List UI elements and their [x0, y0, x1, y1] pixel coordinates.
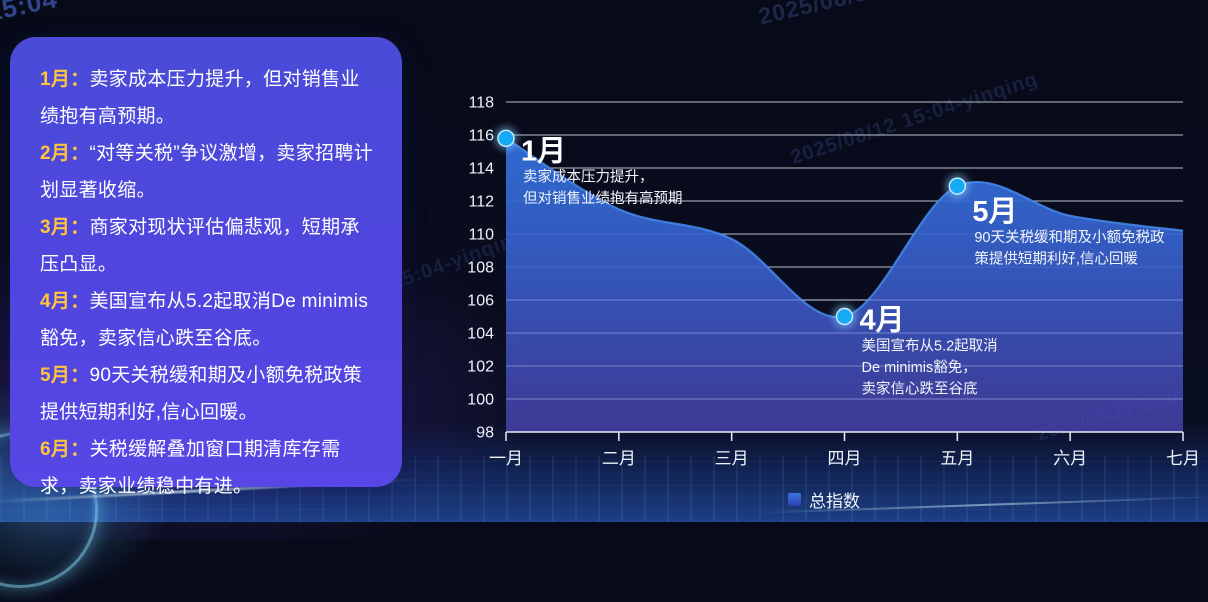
month-summary-text: “对等关税”争议激增，卖家招聘计划显著收缩。	[40, 143, 373, 201]
panel-item-month-2: 2月：“对等关税”争议激增，卖家招聘计划显著收缩。	[40, 135, 374, 209]
panel-item-month-1: 1月：卖家成本压力提升，但对销售业绩抱有高预期。	[40, 61, 374, 135]
index-area-chart: 118 116 114 112 110 108 106 104 102 100 98 一月 二月 三月 四月…	[440, 80, 1208, 520]
month-summary-text: 关税缓解叠加窗口期清库存需求，卖家业绩稳中有进。	[40, 439, 341, 497]
annotation-line: De minimis豁免，	[862, 359, 977, 376]
y-axis-label: 108	[467, 260, 494, 277]
watermark-text: 2025/08/12 15:04 y	[756, 0, 974, 30]
legend-item-total-index[interactable]: 总指数	[788, 487, 860, 512]
annotation-title: 1月	[521, 135, 566, 167]
y-axis-label: 98	[476, 425, 494, 442]
annotation-line: 美国宣布从5.2起取消	[862, 338, 998, 355]
annotation-title: 4月	[860, 305, 905, 337]
monthly-summary-panel: 1月：卖家成本压力提升，但对销售业绩抱有高预期。 2月：“对等关税”争议激增，卖家…	[10, 37, 402, 497]
x-axis-label: 六月	[1053, 449, 1087, 468]
annotation-line: 卖家信心跌至谷底	[862, 381, 978, 398]
panel-item-month-3: 3月：商家对现状评估偏悲观，短期承压凸显。	[40, 209, 374, 283]
month-label: 2月：	[40, 143, 90, 164]
panel-item-month-4: 4月：美国宣布从5.2起取消De minimis豁免，卖家信心跌至谷底。	[40, 283, 374, 357]
month-label: 6月：	[40, 439, 90, 460]
annotation-line: 90天关税缓和期及小额免税政	[974, 229, 1165, 246]
data-point-marker-5月[interactable]	[948, 177, 967, 195]
y-axis-label: 114	[468, 161, 494, 178]
month-label: 1月：	[40, 69, 90, 90]
x-axis-label: 五月	[940, 449, 974, 468]
area-series-total-index	[506, 138, 1183, 433]
y-axis-label: 100	[467, 392, 494, 409]
y-axis-label: 106	[467, 293, 494, 310]
panel-item-month-6: 6月：关税缓解叠加窗口期清库存需求，卖家业绩稳中有进。	[40, 431, 374, 505]
month-summary-text: 美国宣布从5.2起取消De minimis豁免，卖家信心跌至谷底。	[40, 291, 369, 349]
y-axis-label: 102	[467, 359, 494, 376]
month-label: 3月：	[40, 217, 90, 238]
x-axis-label: 三月	[715, 449, 749, 468]
y-axis-label: 110	[468, 227, 494, 244]
annotation-line: 卖家成本压力提升，	[523, 168, 654, 185]
watermark-text: 15:04	[0, 0, 61, 28]
annotation-line: 策提供短期利好,信心回暖	[974, 251, 1138, 268]
month-label: 4月：	[40, 291, 90, 312]
y-axis-label: 112	[468, 194, 494, 211]
annotation-title: 5月	[972, 196, 1017, 228]
x-axis-label: 四月	[828, 449, 862, 468]
legend-label: 总指数	[809, 492, 860, 511]
x-axis-label: 七月	[1166, 449, 1200, 468]
data-point-marker-1月[interactable]	[497, 129, 515, 147]
x-axis-label: 二月	[602, 449, 636, 468]
chart-legend: 总指数	[440, 487, 1208, 512]
month-summary-text: 商家对现状评估偏悲观，短期承压凸显。	[40, 217, 360, 275]
y-axis-label: 104	[467, 326, 494, 343]
y-axis-label: 118	[468, 95, 494, 112]
panel-item-month-5: 5月：90天关税缓和期及小额免税政策提供短期利好,信心回暖。	[40, 357, 374, 431]
annotation-line: 但对销售业绩抱有高预期	[523, 190, 683, 207]
chart-canvas: 118 116 114 112 110 108 106 104 102 100 98 一月 二月 三月 四月…	[467, 95, 1200, 469]
month-summary-text: 90天关税缓和期及小额免税政策提供短期利好,信心回暖。	[40, 365, 363, 423]
data-point-marker-4月[interactable]	[835, 307, 854, 326]
month-summary-text: 卖家成本压力提升，但对销售业绩抱有高预期。	[40, 69, 360, 127]
legend-swatch-icon	[788, 493, 801, 506]
y-axis-label: 116	[468, 128, 494, 145]
x-axis-label: 一月	[489, 449, 523, 468]
month-label: 5月：	[40, 365, 90, 386]
